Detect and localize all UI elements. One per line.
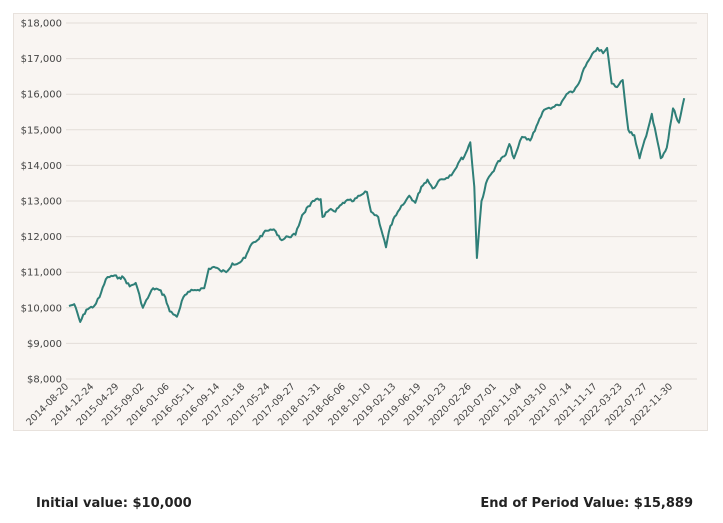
y-tick-label: $12,000	[21, 232, 62, 243]
y-tick-label: $15,000	[21, 125, 62, 136]
y-tick-label: $10,000	[21, 303, 62, 314]
y-tick-label: $16,000	[21, 90, 62, 101]
y-tick-label: $14,000	[21, 161, 62, 172]
y-tick-label: $9,000	[27, 339, 62, 350]
chart-panel: $8,000 $9,000 $10,000 $11,000 $12,000 $13,000…	[13, 13, 708, 431]
series-line	[68, 46, 686, 323]
initial-value-label: Initial value: $10,000	[36, 496, 192, 511]
y-tick-label: $8,000	[27, 375, 62, 386]
growth-line-chart: $8,000 $9,000 $10,000 $11,000 $12,000 $13,000…	[21, 19, 697, 428]
y-tick-label: $11,000	[21, 268, 62, 279]
y-tick-label: $17,000	[21, 54, 62, 65]
end-of-period-value-label: End of Period Value: $15,889	[480, 496, 693, 511]
y-tick-label: $18,000	[21, 19, 62, 30]
y-tick-label: $13,000	[21, 197, 62, 208]
